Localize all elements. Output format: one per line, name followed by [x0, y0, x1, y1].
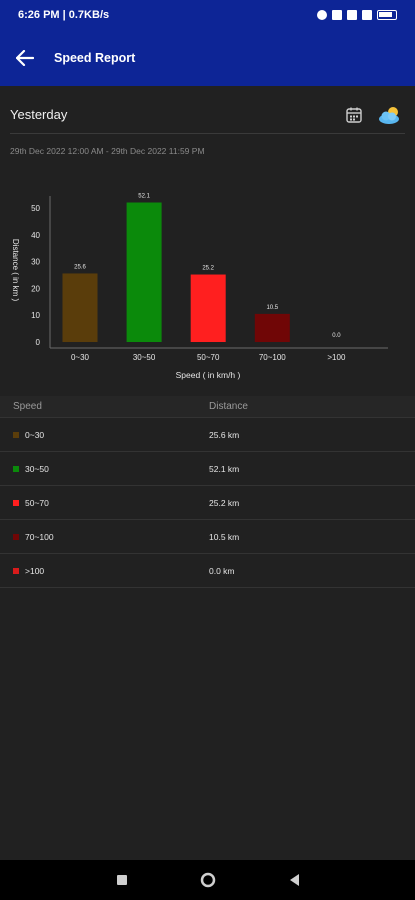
y-tick-label: 0 [36, 338, 41, 347]
home-button[interactable] [200, 872, 216, 888]
status-time: 6:26 PM | 0.7KB/s [18, 9, 110, 21]
location-icon [317, 10, 327, 20]
bar-value-label: 52.1 [138, 194, 150, 200]
speed-cell: >100 [0, 566, 195, 576]
period-selector: Yesterday [10, 96, 405, 134]
y-tick-label: 20 [31, 284, 40, 293]
y-tick-label: 40 [31, 231, 40, 240]
speed-table: Speed Distance 0~30 25.6 km 30~50 52.1 km 50… [0, 396, 415, 588]
table-header: Speed Distance [0, 396, 415, 418]
triangle-back-icon [289, 874, 299, 886]
calendar-button[interactable] [345, 106, 363, 124]
app-bar: Speed Report [0, 30, 415, 86]
speed-range-label: 50~70 [25, 497, 49, 508]
square-icon [116, 875, 127, 885]
table-row: 0~30 25.6 km [0, 418, 415, 452]
back-button[interactable] [14, 47, 36, 69]
nav-back-button[interactable] [288, 873, 300, 887]
recents-button[interactable] [116, 874, 128, 886]
cloud-sun-icon [379, 106, 399, 124]
wifi-icon [362, 10, 372, 20]
y-tick-label: 10 [31, 311, 40, 320]
distance-column-header: Distance [209, 401, 248, 412]
speed-cell: 70~100 [0, 532, 195, 542]
speed-bar-chart: 0 10 20 30 40 50 Distance ( in km ) 25.6 0~30 52.… [11, 194, 388, 380]
bar [62, 273, 98, 342]
speed-range-label: >100 [25, 565, 45, 576]
distance-cell: 25.2 km [209, 497, 240, 508]
bar-value-label: 0.0 [332, 333, 341, 339]
bar [126, 202, 162, 342]
x-axis-label: Speed ( in km/h ) [176, 370, 241, 380]
x-tick-label: >100 [327, 353, 346, 362]
distance-cell: 0.0 km [209, 565, 235, 576]
y-axis-label: Distance ( in km ) [11, 239, 20, 302]
period-label: Yesterday [10, 107, 68, 122]
speed-chart: 0 10 20 30 40 50 Distance ( in km ) 25.6 0~30 52.… [0, 188, 415, 388]
battery-icon [377, 10, 397, 20]
speed-range-label: 0~30 [25, 429, 45, 440]
y-tick-label: 50 [31, 204, 40, 213]
sim-icon [332, 10, 342, 20]
speed-column-header: Speed [13, 401, 42, 412]
distance-cell: 52.1 km [209, 463, 240, 474]
y-tick-label: 30 [31, 258, 40, 267]
table-row: 30~50 52.1 km [0, 452, 415, 486]
x-tick-label: 0~30 [71, 353, 90, 362]
color-swatch [13, 465, 19, 472]
table-body: 0~30 25.6 km 30~50 52.1 km 50~70 25.2 km 70~10… [0, 418, 415, 588]
speed-cell: 30~50 [0, 464, 195, 474]
bar [190, 274, 226, 342]
table-row: 70~100 10.5 km [0, 520, 415, 554]
color-swatch [13, 499, 19, 506]
circle-icon [200, 872, 215, 888]
x-tick-label: 30~50 [133, 353, 156, 362]
bar-value-label: 25.6 [74, 264, 86, 270]
speed-cell: 50~70 [0, 498, 195, 508]
color-swatch [13, 533, 19, 540]
x-tick-label: 70~100 [259, 353, 286, 362]
arrow-left-icon [16, 50, 34, 66]
date-range: 29th Dec 2022 12:00 AM - 29th Dec 2022 1… [10, 146, 205, 156]
table-row: >100 0.0 km [0, 554, 415, 588]
system-nav-bar [0, 860, 415, 900]
weather-button[interactable] [377, 105, 403, 125]
color-swatch [13, 431, 19, 438]
x-tick-label: 50~70 [197, 353, 220, 362]
calendar-icon [346, 107, 362, 123]
page-title: Speed Report [54, 51, 136, 65]
distance-cell: 25.6 km [209, 429, 240, 440]
signal-icon [347, 10, 357, 20]
speed-cell: 0~30 [0, 430, 195, 440]
bar [254, 313, 290, 342]
bar-value-label: 25.2 [202, 266, 214, 272]
bar-value-label: 10.5 [266, 305, 278, 311]
speed-range-label: 70~100 [25, 531, 54, 542]
distance-cell: 10.5 km [209, 531, 240, 542]
status-icons [317, 10, 397, 20]
status-bar: 6:26 PM | 0.7KB/s [0, 0, 415, 30]
color-swatch [13, 567, 19, 574]
table-row: 50~70 25.2 km [0, 486, 415, 520]
speed-range-label: 30~50 [25, 463, 49, 474]
